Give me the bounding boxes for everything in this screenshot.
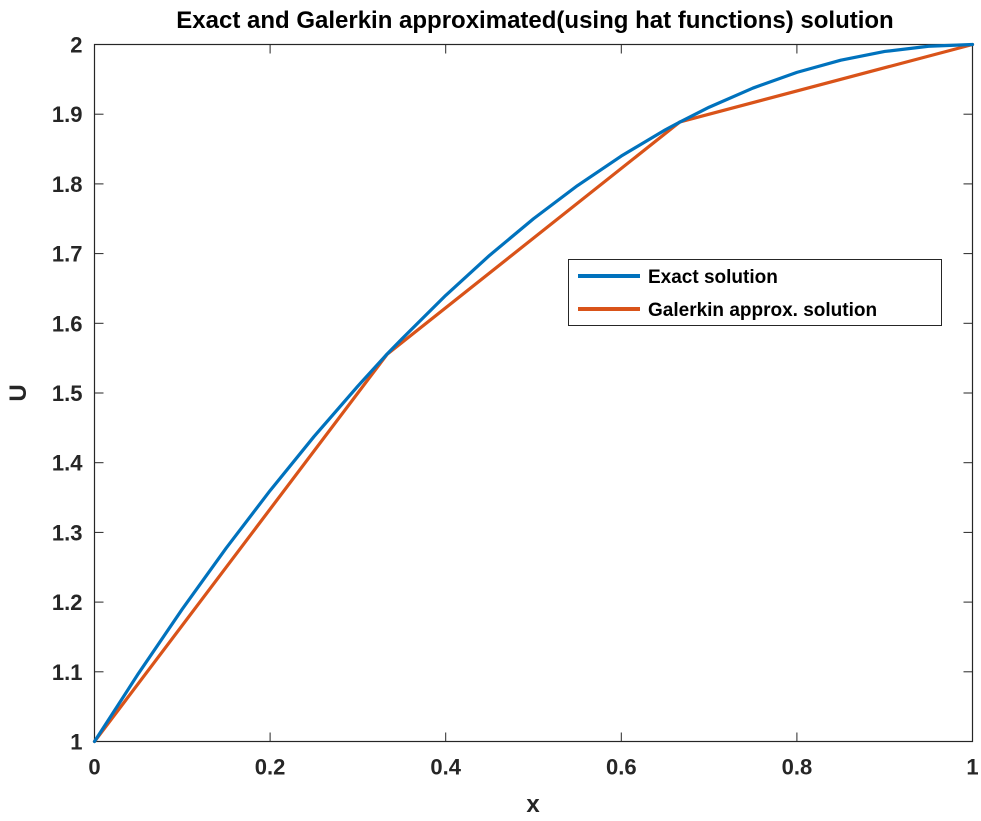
y-tick-label: 1.9 — [52, 102, 83, 127]
x-tick-label: 0.2 — [255, 755, 286, 780]
y-tick-label: 1.8 — [52, 172, 83, 197]
y-tick-label: 1.2 — [52, 590, 83, 615]
series-lines — [92, 42, 975, 744]
legend-label-galerkin: Galerkin approx. solution — [648, 300, 877, 321]
x-tick-label: 0 — [88, 755, 100, 780]
y-tick-label: 1.6 — [52, 311, 83, 336]
x-tick-label: 1 — [966, 755, 978, 780]
y-tick-label: 1.4 — [52, 451, 83, 476]
x-axis-label: x — [526, 791, 540, 818]
axes-box — [93, 43, 974, 743]
y-tick-label: 1.5 — [52, 381, 83, 406]
legend-box — [568, 259, 942, 326]
series-line-exact — [92, 42, 975, 744]
legend-label-exact: Exact solution — [648, 267, 778, 288]
tick-labels: 0 0.2 0.4 0.6 0.8 1 1 1.1 1.2 1.3 1.4 1.5 1.6 1.7 1.8 1… — [52, 33, 979, 780]
y-tick-label: 1 — [70, 730, 82, 755]
y-tick-label: 1.3 — [52, 520, 83, 545]
y-tick-label: 1.7 — [52, 242, 83, 267]
y-axis-label: U — [5, 384, 32, 401]
legend: Exact solution Galerkin approx. solution — [568, 259, 942, 326]
y-tick-label: 1.1 — [52, 660, 83, 685]
chart-title: Exact and Galerkin approximated(using ha… — [176, 7, 893, 34]
y-tick-label: 2 — [70, 33, 82, 58]
series-line-galerkin — [92, 42, 975, 744]
x-tick-label: 0.6 — [606, 755, 637, 780]
x-tick-label: 0.8 — [782, 755, 813, 780]
plot-area — [92, 42, 975, 744]
x-tick-label: 0.4 — [430, 755, 461, 780]
